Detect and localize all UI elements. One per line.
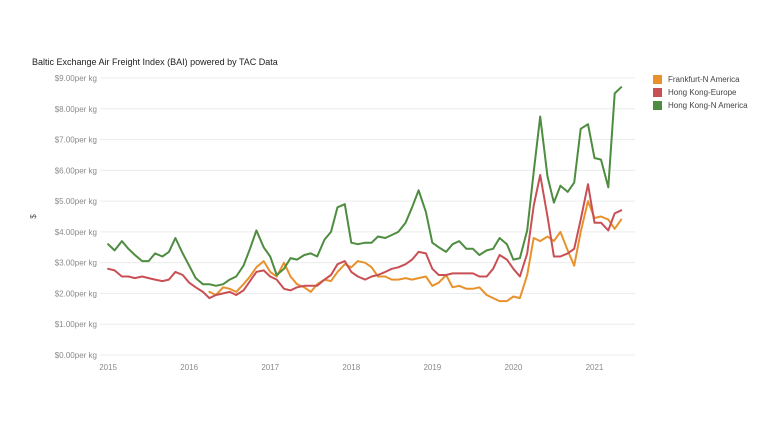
y-tick-label: $4.00per kg xyxy=(55,228,97,237)
legend-label: Hong Kong-Europe xyxy=(668,87,737,97)
y-tick-label: $3.00per kg xyxy=(55,259,97,268)
y-tick-label: $7.00per kg xyxy=(55,136,97,145)
y-tick-label: $6.00per kg xyxy=(55,166,97,175)
legend-label: Frankfurt-N America xyxy=(668,74,740,84)
y-tick-label: $8.00per kg xyxy=(55,105,97,114)
x-tick-label: 2018 xyxy=(342,363,360,372)
series-line[interactable] xyxy=(107,174,623,300)
legend-swatch xyxy=(653,74,662,84)
legend-label: Hong Kong-N America xyxy=(668,100,748,110)
y-tick-label: $5.00per kg xyxy=(55,197,97,206)
legend: Frankfurt-N America Hong Kong-Europe Hon… xyxy=(653,73,748,112)
x-tick-label: 2017 xyxy=(261,363,279,372)
x-axis: 2015 2016 2017 2018 2019 2020 2021 xyxy=(99,363,604,372)
y-tick-label: $1.00per kg xyxy=(55,320,97,329)
x-tick-label: 2016 xyxy=(180,363,198,372)
legend-item[interactable]: Hong Kong-Europe xyxy=(653,86,748,98)
legend-item[interactable]: Frankfurt-N America xyxy=(653,73,748,85)
legend-item[interactable]: Hong Kong-N America xyxy=(653,99,748,111)
series-line[interactable] xyxy=(208,200,623,303)
grid-layer xyxy=(100,77,635,356)
chart-title: Baltic Exchange Air Freight Index (BAI) … xyxy=(32,57,278,67)
series-layer xyxy=(107,86,623,303)
y-tick-label: $9.00per kg xyxy=(55,74,97,83)
y-axis: $0.00per kg $1.00per kg $2.00per kg $3.00pe… xyxy=(55,74,97,360)
legend-swatch xyxy=(653,100,662,110)
series-line[interactable] xyxy=(107,86,623,287)
y-axis-label: $ xyxy=(29,214,38,219)
x-tick-label: 2015 xyxy=(99,363,117,372)
x-tick-label: 2020 xyxy=(505,363,523,372)
x-tick-label: 2019 xyxy=(423,363,441,372)
legend-swatch xyxy=(653,87,662,97)
y-tick-label: $2.00per kg xyxy=(55,289,97,298)
y-tick-label: $0.00per kg xyxy=(55,351,97,360)
x-tick-label: 2021 xyxy=(586,363,604,372)
